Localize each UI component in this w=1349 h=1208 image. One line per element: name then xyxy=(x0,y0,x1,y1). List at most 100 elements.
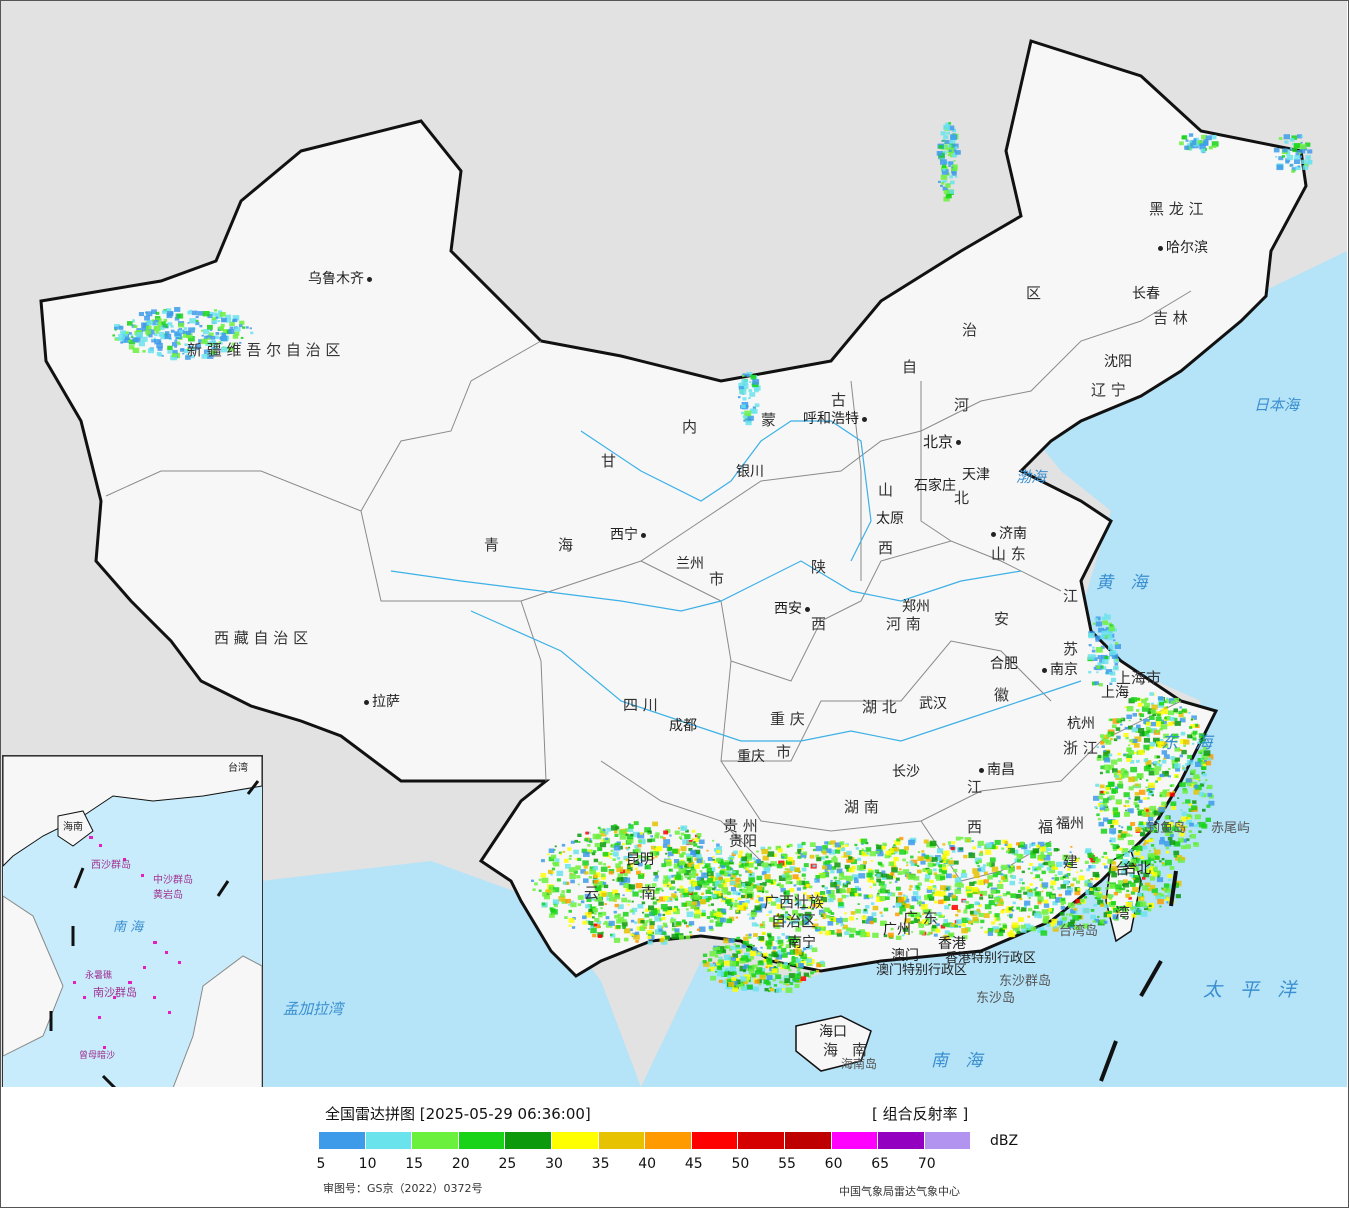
radar-echo xyxy=(655,832,660,836)
radar-echo xyxy=(928,896,935,901)
radar-echo xyxy=(1126,714,1132,719)
radar-echo xyxy=(1098,683,1103,687)
radar-echo xyxy=(1018,917,1024,922)
radar-echo xyxy=(1155,780,1158,783)
radar-echo xyxy=(1099,734,1105,738)
radar-echo xyxy=(801,841,806,846)
radar-echo xyxy=(845,927,851,932)
radar-echo xyxy=(699,877,705,881)
radar-echo xyxy=(779,980,783,984)
radar-echo xyxy=(1077,915,1082,919)
radar-echo xyxy=(627,904,630,906)
radar-echo xyxy=(1108,896,1112,900)
radar-echo xyxy=(680,825,688,831)
radar-echo xyxy=(691,861,695,865)
radar-echo xyxy=(623,877,631,883)
radar-echo xyxy=(210,329,213,331)
radar-echo xyxy=(1110,671,1116,676)
radar-echo xyxy=(793,900,796,903)
radar-echo xyxy=(614,833,619,837)
radar-echo xyxy=(692,864,695,867)
radar-echo xyxy=(1105,887,1109,890)
radar-echo xyxy=(1160,741,1167,747)
radar-echo xyxy=(1155,730,1160,734)
city-hongkong: 香港 xyxy=(938,936,966,952)
radar-echo xyxy=(1163,733,1169,739)
radar-echo xyxy=(1154,849,1161,855)
radar-echo xyxy=(889,881,892,884)
radar-echo xyxy=(822,845,828,850)
radar-echo xyxy=(1087,882,1093,887)
radar-echo xyxy=(1057,920,1063,926)
radar-echo xyxy=(1146,734,1150,738)
radar-echo xyxy=(710,975,717,981)
radar-echo xyxy=(756,967,763,973)
radar-echo xyxy=(915,885,920,888)
radar-echo xyxy=(815,875,820,879)
legend-title: 全国雷达拼图 [2025-05-29 06:36:00] xyxy=(325,1105,591,1123)
radar-echo xyxy=(732,971,737,975)
radar-echo xyxy=(727,975,732,979)
radar-echo xyxy=(815,854,820,858)
radar-echo xyxy=(1000,876,1006,880)
radar-echo xyxy=(1105,807,1110,811)
radar-echo xyxy=(701,909,706,914)
radar-echo xyxy=(232,334,239,339)
radar-echo xyxy=(840,923,845,927)
radar-echo xyxy=(828,930,835,935)
radar-echo xyxy=(1097,817,1101,821)
radar-echo xyxy=(709,919,714,923)
radar-echo xyxy=(911,920,915,924)
radar-echo xyxy=(1153,861,1157,864)
radar-echo xyxy=(671,917,674,919)
radar-echo xyxy=(1007,870,1013,874)
radar-echo xyxy=(671,886,676,890)
radar-echo xyxy=(632,891,639,897)
radar-echo xyxy=(1049,922,1055,927)
radar-echo xyxy=(1125,861,1132,867)
radar-echo xyxy=(1166,901,1170,904)
radar-echo xyxy=(805,884,811,888)
radar-echo xyxy=(745,867,749,871)
radar-echo xyxy=(657,900,661,903)
radar-echo xyxy=(1136,901,1143,907)
radar-echo xyxy=(641,889,646,893)
radar-echo xyxy=(920,856,925,860)
radar-echo xyxy=(1291,167,1297,171)
radar-echo xyxy=(1021,861,1024,863)
radar-echo xyxy=(1131,909,1136,913)
radar-echo xyxy=(1300,141,1303,144)
radar-echo xyxy=(902,902,905,905)
radar-echo xyxy=(816,969,820,973)
radar-echo xyxy=(1011,906,1014,908)
radar-echo xyxy=(183,330,188,334)
radar-echo xyxy=(822,916,826,920)
radar-echo xyxy=(1094,918,1099,923)
radar-echo xyxy=(936,151,943,156)
radar-echo xyxy=(1138,809,1145,815)
radar-echo xyxy=(1097,887,1102,891)
radar-echo xyxy=(1149,866,1155,871)
radar-echo xyxy=(581,848,587,853)
radar-echo xyxy=(1011,875,1016,879)
radar-echo xyxy=(838,901,844,907)
radar-echo xyxy=(706,849,709,852)
radar-echo xyxy=(951,896,958,901)
radar-echo xyxy=(1091,649,1096,653)
radar-echo xyxy=(709,867,716,872)
radar-echo xyxy=(558,896,566,902)
colorbar-swatch xyxy=(645,1132,692,1149)
radar-echo xyxy=(1147,816,1154,821)
radar-echo xyxy=(597,934,603,938)
radar-echo xyxy=(1149,715,1155,720)
radar-echo xyxy=(238,324,243,328)
radar-echo xyxy=(921,919,928,924)
radar-echo xyxy=(855,847,859,850)
radar-echo xyxy=(1165,850,1170,854)
radar-echo xyxy=(231,342,235,346)
radar-echo xyxy=(1199,751,1203,754)
radar-echo xyxy=(649,925,655,930)
radar-echo xyxy=(1116,853,1123,860)
radar-echo xyxy=(1116,845,1120,849)
radar-echo xyxy=(830,882,837,888)
